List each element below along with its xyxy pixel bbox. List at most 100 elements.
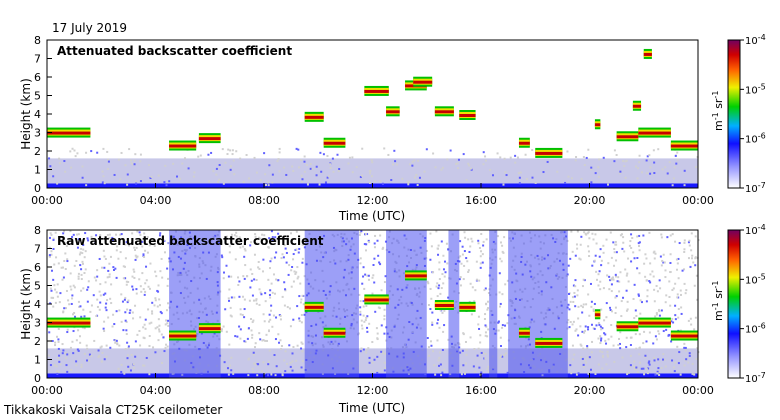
noise-speck	[104, 281, 107, 284]
cloud-layer-base	[518, 141, 530, 145]
noise-speck	[649, 273, 652, 276]
noise-speck	[556, 170, 559, 173]
noise-speck	[259, 237, 262, 240]
noise-speck	[458, 260, 461, 263]
noise-speck	[104, 257, 107, 260]
noise-speck	[159, 310, 162, 313]
noise-speck	[156, 326, 159, 329]
noise-speck	[655, 312, 658, 315]
noise-speck	[227, 297, 230, 300]
noise-speck	[292, 345, 295, 348]
noise-speck	[244, 249, 247, 252]
noise-speck	[601, 356, 604, 359]
noise-speck	[70, 302, 73, 305]
noise-speck	[65, 245, 68, 248]
noise-speck	[662, 253, 665, 256]
noise-speck	[624, 268, 627, 271]
noise-speck	[287, 273, 290, 276]
noise-speck	[134, 254, 137, 257]
noise-speck	[583, 331, 586, 334]
noise-speck	[56, 370, 59, 373]
noise-speck	[691, 372, 694, 375]
noise-speck	[103, 255, 106, 258]
noise-speck	[63, 307, 66, 310]
noise-speck	[234, 258, 237, 261]
noise-speck	[270, 257, 273, 260]
noise-speck	[297, 148, 300, 151]
noise-speck	[88, 353, 91, 356]
noise-speck	[362, 300, 365, 303]
noise-speck	[220, 328, 223, 331]
noise-speck	[674, 314, 677, 317]
noise-speck	[595, 242, 598, 245]
noise-speck	[126, 308, 129, 311]
noise-speck	[50, 269, 53, 272]
noise-speck	[432, 350, 435, 353]
noise-speck	[645, 279, 648, 282]
noise-speck	[590, 300, 593, 303]
noise-speck	[620, 315, 623, 318]
noise-speck	[683, 241, 686, 244]
noise-speck	[599, 350, 602, 353]
noise-speck	[600, 339, 603, 342]
noise-speck	[298, 317, 301, 320]
noise-speck	[477, 315, 480, 318]
noise-speck	[143, 293, 146, 296]
noise-speck	[496, 152, 499, 155]
noise-speck	[360, 319, 363, 322]
noise-speck	[499, 302, 502, 305]
noise-speck	[626, 373, 629, 376]
noise-speck	[622, 236, 625, 239]
noise-speck	[625, 346, 628, 349]
noise-speck	[392, 163, 395, 166]
noise-speck	[261, 233, 264, 236]
noise-speck	[52, 238, 55, 241]
noise-speck	[66, 260, 69, 263]
noise-speck	[376, 239, 379, 242]
noise-speck	[134, 355, 137, 358]
noise-speck	[691, 254, 694, 257]
noise-speck	[588, 314, 591, 317]
noise-speck	[648, 154, 651, 157]
noise-speck	[693, 284, 696, 287]
y-tick-label: 8	[34, 34, 41, 47]
noise-speck	[49, 165, 52, 168]
noise-speck	[688, 239, 691, 242]
noise-speck	[140, 290, 143, 293]
noise-speck	[130, 353, 133, 356]
noise-speck	[669, 234, 672, 237]
noise-speck	[600, 337, 603, 340]
noise-speck	[82, 287, 85, 290]
noise-speck	[439, 292, 442, 295]
noise-speck	[158, 298, 161, 301]
noise-speck	[285, 251, 288, 254]
noise-speck	[145, 356, 148, 359]
noise-speck	[629, 344, 632, 347]
noise-speck	[470, 237, 473, 240]
noise-speck	[576, 230, 579, 233]
noise-speck	[472, 365, 475, 368]
noise-speck	[134, 258, 137, 261]
noise-speck	[591, 232, 594, 235]
noise-speck	[103, 182, 106, 185]
noise-speck	[172, 162, 175, 165]
noise-speck	[158, 328, 161, 331]
y-tick-label: 2	[34, 145, 41, 158]
noise-speck	[298, 166, 301, 169]
noise-speck	[295, 147, 298, 150]
noise-speck	[573, 353, 576, 356]
noise-speck	[57, 327, 60, 330]
noise-speck	[324, 181, 327, 184]
noise-speck	[95, 279, 98, 282]
cloud-layer-base	[169, 144, 197, 148]
noise-speck	[133, 270, 136, 273]
noise-speck	[264, 292, 267, 295]
noise-speck	[156, 305, 159, 308]
noise-speck	[639, 299, 642, 302]
noise-speck	[383, 318, 386, 321]
cloud-layer-base	[643, 52, 652, 56]
y-tick-label: 5	[34, 90, 41, 103]
noise-speck	[275, 365, 278, 368]
noise-speck	[630, 233, 633, 236]
